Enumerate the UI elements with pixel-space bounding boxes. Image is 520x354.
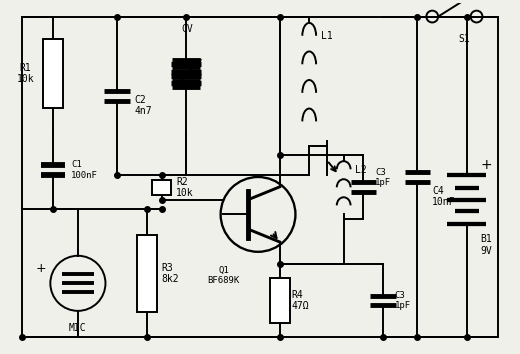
Text: Q1
BF689K: Q1 BF689K <box>207 266 240 285</box>
Text: L2: L2 <box>356 165 367 175</box>
Text: MIC: MIC <box>69 323 87 333</box>
Bar <box>270 278 290 323</box>
Bar <box>44 39 63 108</box>
Text: R2
10k: R2 10k <box>176 177 194 198</box>
Text: B1
9V: B1 9V <box>480 234 492 256</box>
Text: +: + <box>35 262 46 275</box>
Text: R3
8k2: R3 8k2 <box>162 263 179 284</box>
Text: R1
10k: R1 10k <box>17 63 34 85</box>
Text: C3
1pF: C3 1pF <box>395 291 411 310</box>
Text: S1: S1 <box>458 34 470 44</box>
Bar <box>137 235 157 312</box>
Text: L1: L1 <box>321 31 333 41</box>
Text: C4
10nF: C4 10nF <box>432 186 456 207</box>
Text: +: + <box>480 158 492 172</box>
Text: CV: CV <box>181 24 193 34</box>
Text: R4
47Ω: R4 47Ω <box>292 290 309 311</box>
Bar <box>152 180 172 195</box>
Text: C1
100nF: C1 100nF <box>71 160 98 180</box>
Text: C2
4n7: C2 4n7 <box>134 95 152 116</box>
Text: C3
1pF: C3 1pF <box>375 168 391 187</box>
